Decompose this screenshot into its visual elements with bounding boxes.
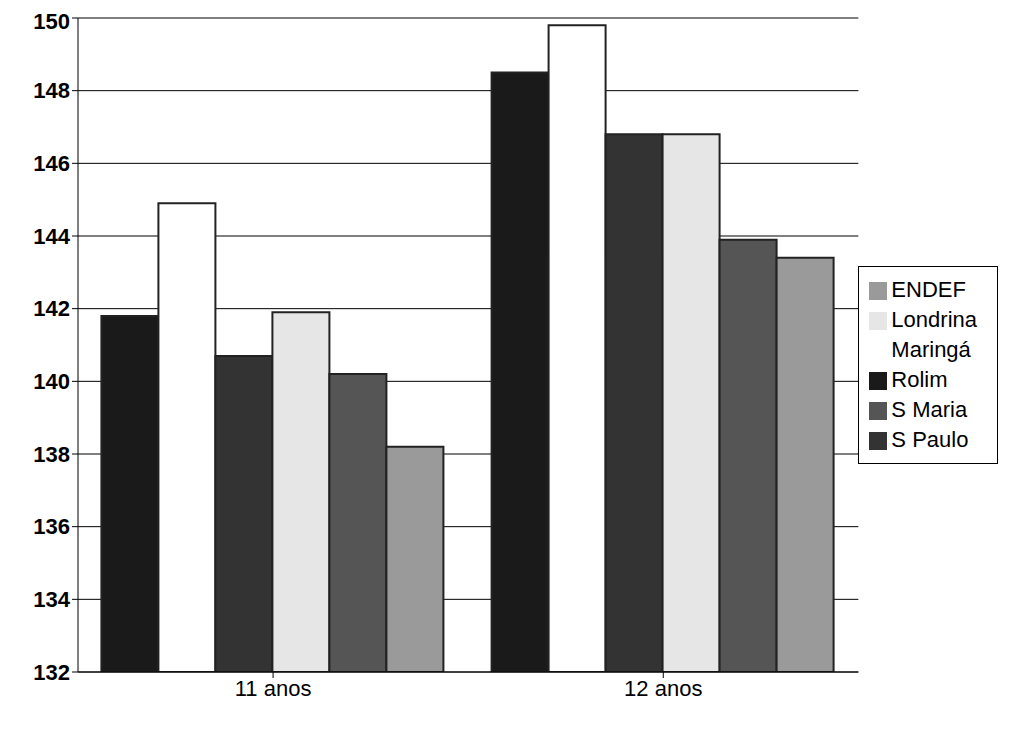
svg-text:148: 148 bbox=[33, 78, 70, 103]
html-text:S Maria: S Maria bbox=[891, 397, 968, 422]
html-text:Rolim: Rolim bbox=[891, 367, 948, 392]
html-text:ENDEF: ENDEF bbox=[891, 277, 966, 302]
html-text:Londrina: Londrina bbox=[891, 307, 977, 332]
svg-text:132: 132 bbox=[33, 660, 70, 685]
svg-text:11 anos: 11 anos bbox=[235, 676, 312, 701]
svg-text:138: 138 bbox=[33, 442, 70, 467]
svg-text:136: 136 bbox=[33, 514, 70, 539]
html-text:Maringá: Maringá bbox=[891, 337, 971, 362]
svg-text:142: 142 bbox=[33, 296, 70, 321]
svg-text:146: 146 bbox=[33, 151, 70, 176]
svg-text:144: 144 bbox=[33, 224, 70, 249]
svg-text:140: 140 bbox=[33, 369, 70, 394]
svg-text:150: 150 bbox=[33, 9, 70, 34]
svg-text:12 anos: 12 anos bbox=[624, 676, 702, 701]
svg-text:134: 134 bbox=[33, 587, 70, 612]
html-text:S Paulo: S Paulo bbox=[891, 427, 969, 452]
